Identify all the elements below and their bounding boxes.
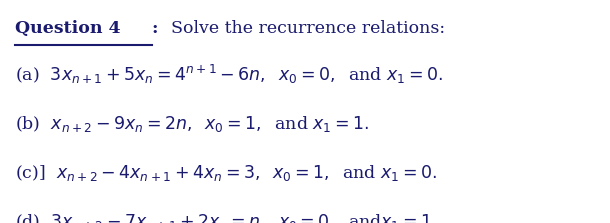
Text: (c)]  $x_{n+2} - 4x_{n+1} + 4x_n = 3, \;\; x_0 = 1,\;$ and $x_1 = 0.$: (c)] $x_{n+2} - 4x_{n+1} + 4x_n = 3, \;\… [15, 163, 437, 183]
Text: Solve the recurrence relations:: Solve the recurrence relations: [160, 20, 445, 37]
Text: Question 4: Question 4 [15, 20, 121, 37]
Text: (d)  $3x_{n+2} - 7x_{n+1} + 2x_n = n, \;\; x_0 = 0,\;$ and$x_1 = 1$: (d) $3x_{n+2} - 7x_{n+1} + 2x_n = n, \;\… [15, 212, 432, 223]
Text: :: : [151, 20, 158, 37]
Text: (b)  $x_{n+2} - 9x_n = 2n, \;\; x_0 = 1,\;$ and $x_1 = 1.$: (b) $x_{n+2} - 9x_n = 2n, \;\; x_0 = 1,\… [15, 114, 370, 134]
Text: (a)  $3x_{n+1} + 5x_n = 4^{n+1} - 6n, \;\; x_0 = 0,\;$ and $x_1 = 0.$: (a) $3x_{n+1} + 5x_n = 4^{n+1} - 6n, \;\… [15, 62, 443, 86]
